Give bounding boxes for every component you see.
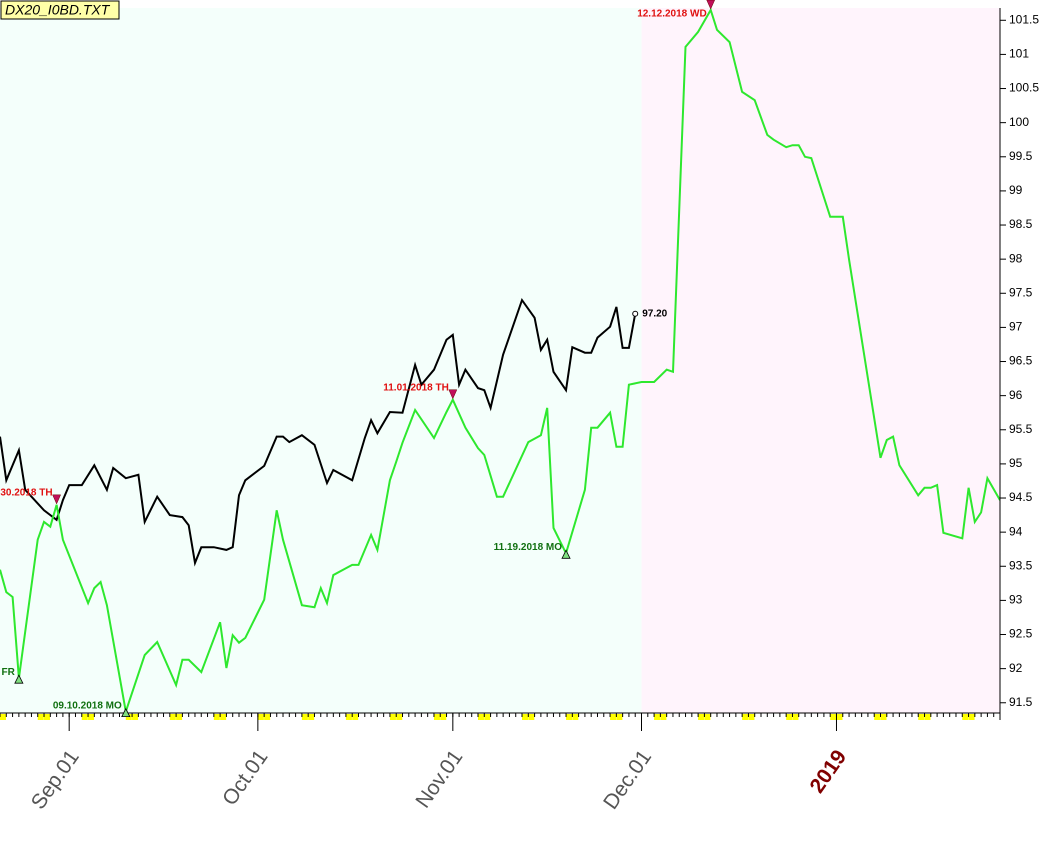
y-tick-label: 99	[1009, 183, 1023, 197]
y-tick-label: 96.5	[1009, 354, 1033, 368]
high-marker	[706, 0, 715, 10]
annotation: 08.24.2018 FR	[0, 667, 16, 678]
y-tick-label: 95	[1009, 456, 1023, 470]
week-block	[874, 714, 881, 720]
week-block	[830, 714, 837, 720]
title-box	[0, 0, 120, 20]
week-block	[88, 714, 95, 720]
y-tick-label: 101.5	[1009, 12, 1039, 26]
low-marker	[561, 549, 571, 559]
last-value-marker	[632, 310, 639, 317]
y-tick-label: 98.5	[1009, 217, 1033, 231]
week-block	[264, 714, 271, 720]
y-tick-label: 95.5	[1009, 422, 1033, 436]
week-block	[257, 714, 264, 720]
week-block	[301, 714, 308, 720]
plot-area: 97.20	[0, 7, 1000, 712]
week-block	[433, 714, 440, 720]
series-line	[0, 297, 637, 567]
week-block	[352, 714, 359, 720]
week-block	[528, 714, 535, 720]
week-block	[484, 714, 491, 720]
y-tick-label: 99.5	[1009, 149, 1033, 163]
y-tick-label: 101	[1009, 47, 1029, 61]
high-marker	[448, 389, 458, 400]
week-block	[44, 714, 51, 720]
week-block	[169, 714, 176, 720]
annotation: 09.10.2018 MO	[53, 700, 122, 711]
week-block	[522, 714, 529, 720]
week-block	[792, 714, 799, 720]
annotation: 08.30.2018 TH	[0, 487, 53, 498]
y-tick-label: 93.5	[1009, 558, 1033, 572]
shading-region	[641, 8, 1000, 713]
week-block	[918, 714, 925, 720]
week-block	[654, 714, 661, 720]
week-block	[477, 714, 484, 720]
y-tick-label: 100	[1009, 115, 1029, 129]
y-tick-label: 98	[1009, 251, 1023, 265]
week-block	[742, 714, 749, 720]
high-marker	[52, 494, 61, 505]
chart-title: DX20_I0BD.TXT	[5, 2, 111, 18]
week-block	[345, 714, 352, 720]
y-tick-label: 96	[1009, 388, 1023, 402]
week-block	[220, 714, 227, 720]
week-block	[610, 714, 617, 720]
low-marker	[14, 674, 24, 684]
week-block	[81, 714, 88, 720]
week-block	[704, 714, 711, 720]
y-tick-label: 100.5	[1009, 81, 1039, 95]
week-block	[924, 714, 931, 720]
week-block	[786, 714, 793, 720]
week-block	[572, 714, 579, 720]
y-tick-label: 94	[1009, 524, 1023, 538]
shading-region	[0, 8, 642, 713]
week-block	[176, 714, 183, 720]
series-line	[0, 7, 1000, 712]
y-tick-label: 97	[1009, 320, 1023, 334]
background	[0, 8, 1000, 713]
annotation: 12.12.2018 WD	[637, 9, 707, 20]
week-block	[0, 714, 6, 720]
low-marker	[121, 707, 131, 718]
week-block	[37, 714, 44, 720]
y-tick-label: 93	[1009, 593, 1023, 607]
week-block	[880, 714, 887, 720]
week-block	[616, 714, 623, 720]
week-block	[132, 714, 139, 720]
x-axis-strip	[0, 713, 1000, 720]
x-tick-label: Dec.01	[599, 746, 656, 814]
x-tick-label: Nov.01	[411, 746, 467, 812]
week-block	[698, 714, 705, 720]
week-block	[213, 714, 220, 720]
week-block	[660, 714, 667, 720]
annotation: 11.01.2018 TH	[383, 382, 449, 393]
x-tick-label: Oct.01	[218, 746, 272, 810]
week-block	[389, 714, 396, 720]
week-block	[968, 714, 975, 720]
y-tick-label: 92.5	[1009, 627, 1033, 641]
last-value-label: 97.20	[642, 308, 667, 319]
week-block	[308, 714, 315, 720]
x-tick-label: Sep.01	[27, 746, 84, 814]
week-block	[440, 714, 447, 720]
y-tick-label: 91.5	[1009, 695, 1033, 709]
week-block	[396, 714, 403, 720]
annotation: 11.19.2018 MO	[494, 542, 563, 553]
y-tick-label: 92	[1009, 661, 1023, 675]
y-tick-label: 94.5	[1009, 490, 1033, 504]
y-tick-label: 97.5	[1009, 285, 1033, 299]
week-block	[748, 714, 755, 720]
x-tick-label: 2019	[805, 746, 851, 797]
week-block	[566, 714, 573, 720]
week-block	[962, 714, 969, 720]
week-block	[836, 714, 843, 720]
